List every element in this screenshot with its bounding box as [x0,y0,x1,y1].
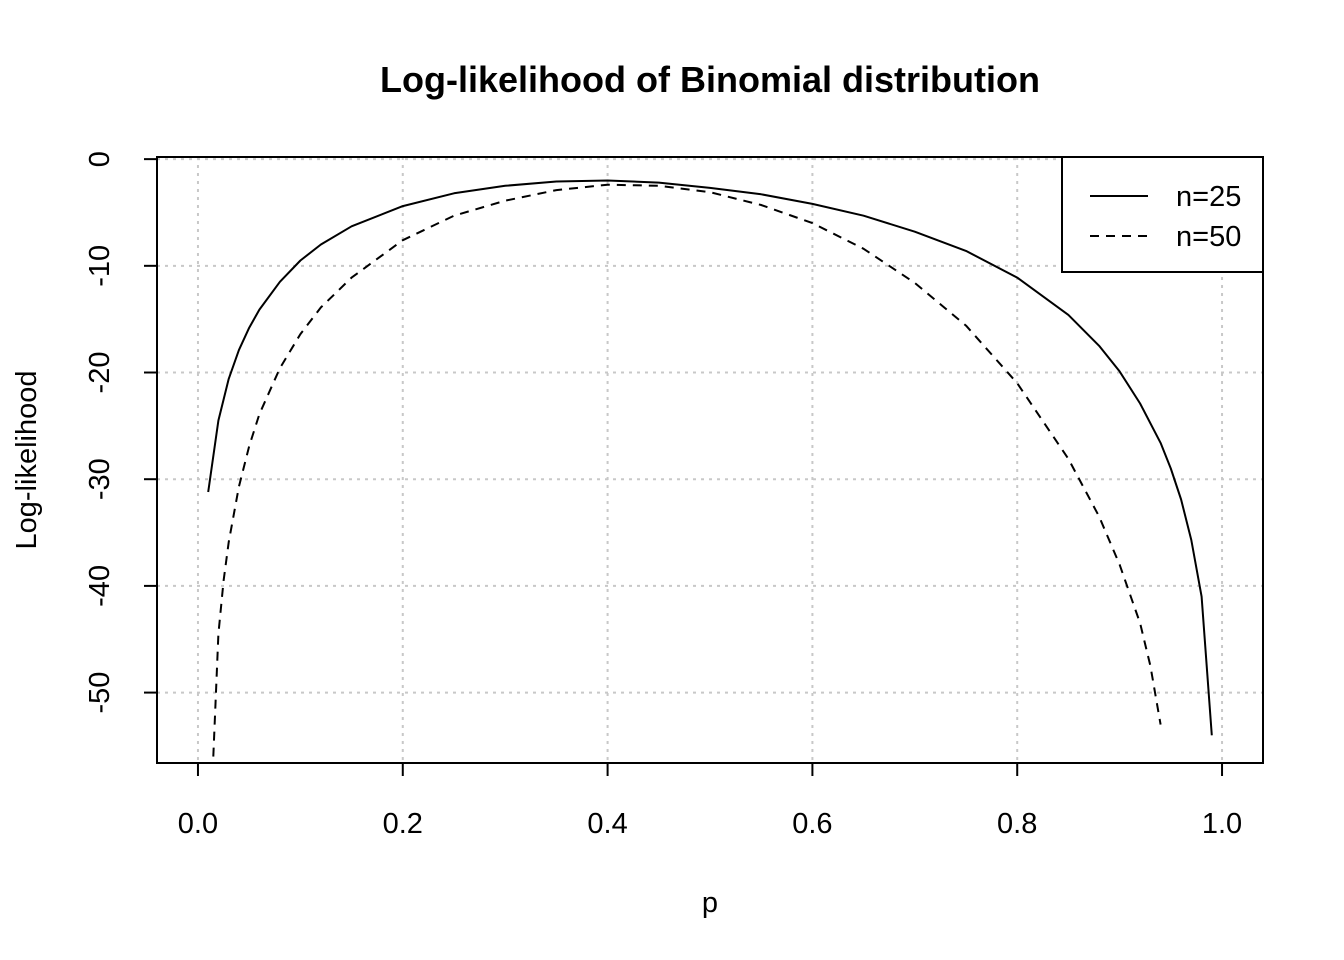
chart-title: Log-likelihood of Binomial distribution [380,59,1040,100]
x-tick-label: 0.6 [792,808,832,840]
series-line-n25 [207,179,1213,736]
y-tick-label: -10 [84,245,116,287]
x-axis-label: p [702,887,718,919]
y-tick-label: -50 [84,672,116,714]
legend-label-n25: n=25 [1176,181,1241,213]
legend-box [1061,156,1264,273]
x-axis: 0.0 0.2 0.4 0.6 0.8 1.0 [178,762,1242,840]
x-tick-label: 0.0 [178,808,218,840]
y-tick-label: -20 [84,352,116,394]
y-tick-label: 0 [84,151,116,167]
series-line-n50 [212,183,1162,757]
y-tick-label: -30 [84,458,116,500]
legend: n=25 n=50 [1061,156,1264,273]
grid [157,157,1263,763]
x-tick-label: 0.4 [587,808,627,840]
series-group [207,179,1213,757]
x-tick-label: 1.0 [1202,808,1242,840]
x-tick-label: 0.8 [997,808,1037,840]
y-tick-label: -40 [84,565,116,607]
y-axis-label: Log-likelihood [11,371,43,550]
x-tick-label: 0.2 [383,808,423,840]
y-axis: 0 -10 -20 -30 -40 -50 [84,151,158,714]
legend-label-n50: n=50 [1176,221,1241,253]
